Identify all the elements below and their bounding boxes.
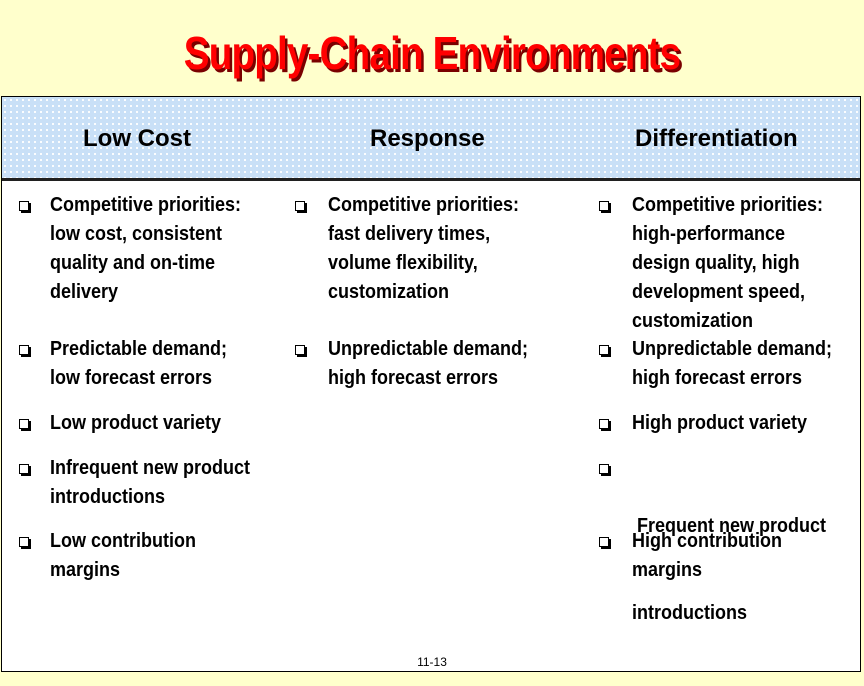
item-text: Competitive priorities: low cost, consis… [50,194,242,303]
item-text: Competitive priorities: fast delivery ti… [328,194,520,303]
column-header-band: Low Cost Response Differentiation [2,97,860,181]
column-response: Competitive priorities: fast delivery ti… [295,97,585,673]
item-text: Infrequent new product introductions [50,457,250,508]
checkbox-bullet-icon [19,537,29,547]
item-text: Unpredictable demand; high forecast erro… [328,338,529,389]
item-text: Predictable demand; low forecast errors [50,338,228,389]
checkbox-bullet-icon [599,345,609,355]
item-text: Low contribution margins [50,530,196,581]
checkbox-bullet-icon [295,201,305,211]
item-text: Low product variety [50,412,222,434]
item-text: Frequent new product introductions [632,515,827,624]
item-text: Competitive priorities: high-performance… [632,194,824,332]
column-heading-response: Response [370,125,485,152]
column-heading-low-cost: Low Cost [83,125,191,152]
checkbox-bullet-icon [295,345,305,355]
checkbox-bullet-icon [599,537,609,547]
column-heading-differentiation: Differentiation [635,125,798,152]
item-text: High product variety [632,412,808,434]
checkbox-bullet-icon [19,464,29,474]
slide-number: 11-13 [417,655,447,669]
comparison-panel: Low Cost Response Differentiation Compet… [1,96,861,672]
checkbox-bullet-icon [19,419,29,429]
column-low-cost: Competitive priorities: low cost, consis… [19,97,289,673]
column-differentiation: Competitive priorities: high-performance… [599,97,861,673]
checkbox-bullet-icon [599,464,609,474]
checkbox-bullet-icon [599,419,609,429]
checkbox-bullet-icon [19,345,29,355]
item-text: Unpredictable demand; high forecast erro… [632,338,833,389]
slide-title: Supply-Chain Environments [183,27,681,79]
checkbox-bullet-icon [599,201,609,211]
checkbox-bullet-icon [19,201,29,211]
item-text: High contribution margins [632,530,782,581]
